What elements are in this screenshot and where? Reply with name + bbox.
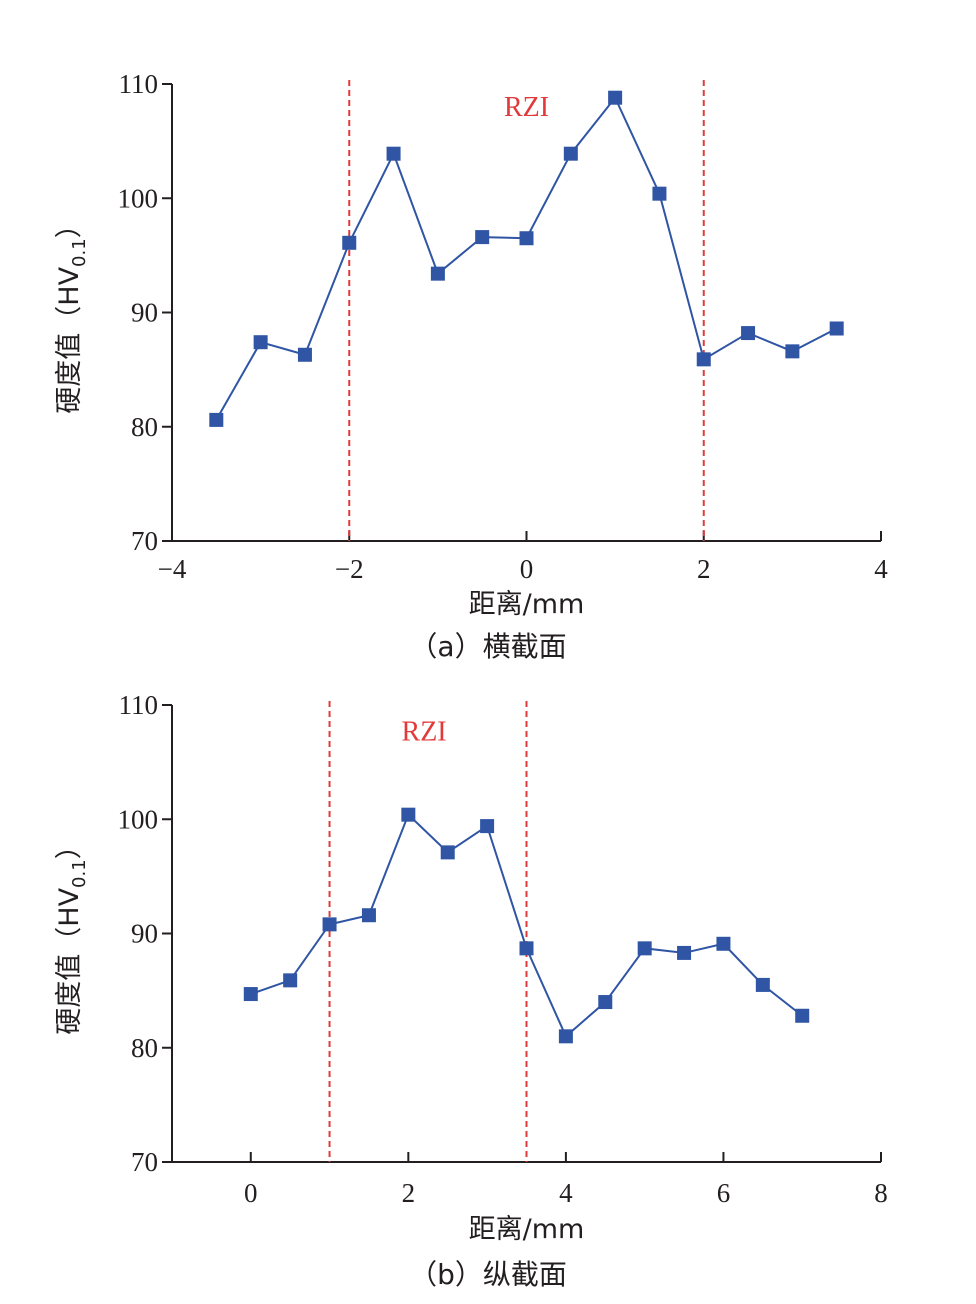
x-tick-label: 8 [874, 1178, 888, 1208]
data-point [430, 266, 445, 281]
y-axis-title-end: ） [54, 832, 85, 859]
data-point [608, 90, 623, 105]
x-axis-title: 距离/mm [469, 1214, 585, 1245]
y-axis-title-main: 硬度值（HV [54, 887, 85, 1034]
y-axis-title: 硬度值（HV0.1） [54, 211, 90, 413]
data-point [558, 1029, 573, 1044]
chart-panel-b: 70 80 90 100 110 0 2 4 6 8 RZI 距离/mm 硬度值（HV0.1） （b）纵截… [54, 690, 888, 1291]
data-point [386, 146, 401, 161]
series-line [215, 95, 838, 421]
y-tick-label: 80 [131, 1033, 158, 1063]
data-point [755, 977, 770, 992]
y-tick-label: 90 [131, 919, 158, 949]
data-point [716, 936, 731, 951]
x-tick-label: 4 [559, 1178, 573, 1208]
data-point [361, 908, 376, 923]
y-axis-title-subscript: 0.1 [69, 859, 90, 888]
y-axis-title-main: 硬度值（HV [54, 266, 85, 413]
y-axis-title: 硬度值（HV0.1） [54, 832, 90, 1034]
x-tick-label: 6 [717, 1178, 731, 1208]
data-point [322, 917, 337, 932]
data-point [652, 186, 667, 201]
chart-panel-a: 70 80 90 100 110 −4 −2 0 2 4 RZI 距离/mm 硬度值（HV0.1） （a）… [54, 69, 888, 663]
x-tick-label: 4 [874, 554, 888, 584]
y-tick-label: 90 [131, 298, 158, 328]
y-tick-label: 70 [131, 1147, 158, 1177]
x-tick-label: −2 [335, 554, 364, 584]
panel-caption: （b）纵截面 [409, 1258, 567, 1291]
y-tick-label: 80 [131, 412, 158, 442]
data-point [209, 412, 224, 427]
data-point [563, 146, 578, 161]
y-tick-label: 100 [118, 183, 159, 213]
data-point [696, 352, 711, 367]
y-axis-title-end: ） [54, 211, 85, 238]
data-point [795, 1008, 810, 1023]
y-tick-label: 70 [131, 526, 158, 556]
data-point [342, 235, 357, 250]
x-tick-label: 2 [697, 554, 711, 584]
y-tick-label: 110 [119, 69, 159, 99]
data-point [741, 326, 756, 341]
x-axis-title: 距离/mm [469, 589, 585, 620]
data-point [519, 941, 534, 956]
x-tick-label: −4 [158, 554, 187, 584]
data-point [297, 347, 312, 362]
data-point [519, 231, 534, 246]
data-point [829, 321, 844, 336]
region-annotation: RZI [402, 716, 447, 747]
data-point [480, 819, 495, 834]
x-tick-label: 2 [402, 1178, 416, 1208]
data-point [401, 807, 416, 822]
y-tick-label: 110 [119, 690, 159, 720]
data-point [677, 945, 692, 960]
x-tick-label: 0 [520, 554, 534, 584]
data-point [440, 845, 455, 860]
region-annotation: RZI [504, 92, 549, 123]
data-point [598, 995, 613, 1010]
panel-caption: （a）横截面 [409, 630, 566, 663]
data-point [253, 335, 268, 350]
y-tick-label: 100 [118, 804, 159, 834]
x-tick-label: 0 [244, 1178, 258, 1208]
data-point [475, 230, 490, 245]
data-point [785, 344, 800, 359]
data-point [637, 941, 652, 956]
y-axis-title-subscript: 0.1 [69, 238, 90, 267]
data-point [283, 973, 298, 988]
data-point [243, 987, 258, 1002]
